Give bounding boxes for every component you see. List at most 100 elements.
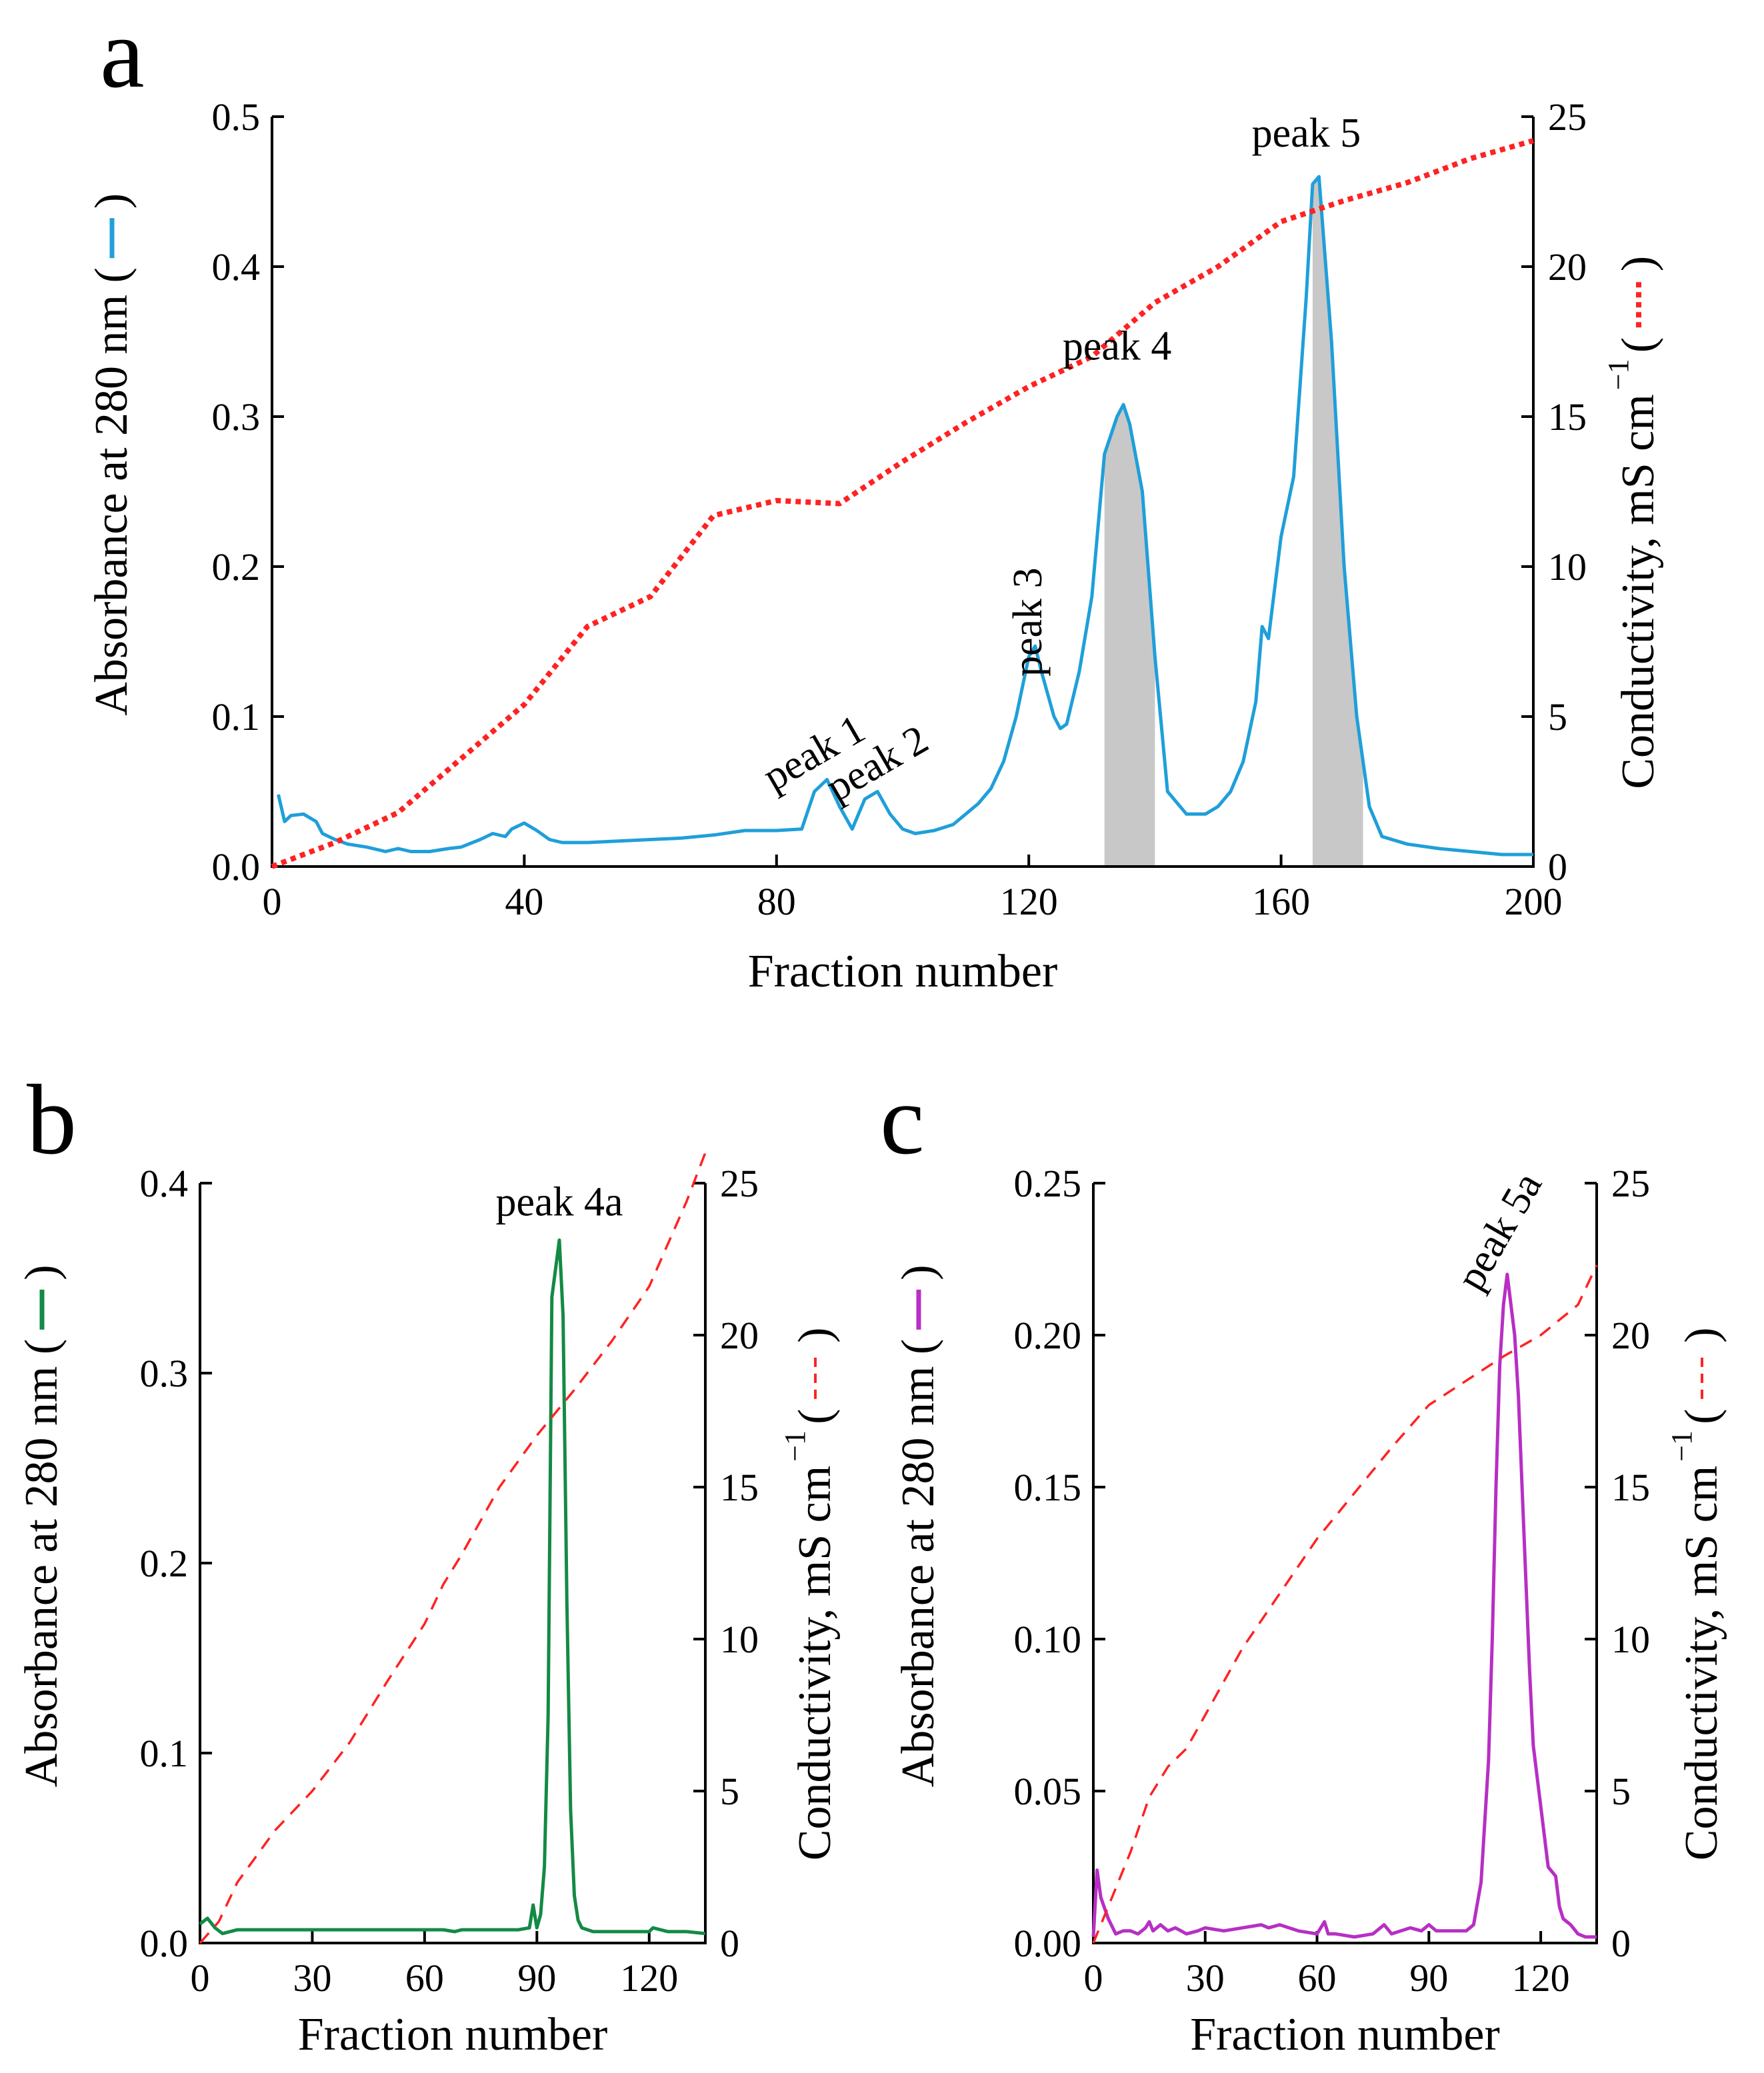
y2-axis-title-superscript: −1 — [779, 1430, 811, 1462]
y2-axis-title-close-paren: ) — [1613, 256, 1664, 271]
y-tick-label: 0.0 — [212, 845, 261, 889]
y2-axis-title-text: Conductivity, mS cm — [1676, 1466, 1727, 1860]
x-tick-label: 0 — [1084, 1956, 1103, 2000]
y-tick-label: 0.00 — [1014, 1922, 1082, 1965]
y2-axis-title-open-paren: ( — [789, 1408, 841, 1424]
axes-frame — [271, 117, 1535, 868]
y2-axis-title-close-paren: ) — [1676, 1327, 1727, 1342]
y-tick-label: 0.2 — [212, 545, 261, 589]
panel-letter-c: c — [880, 1064, 925, 1175]
absorbance-line — [199, 1238, 706, 1936]
y-tick-label: 0.15 — [1014, 1466, 1082, 1509]
y2-tick-label: 0 — [1611, 1922, 1631, 1965]
peak-label: peak 4 — [1063, 324, 1172, 369]
y2-tick-label: 20 — [720, 1314, 759, 1357]
y2-tick-label: 25 — [1548, 95, 1587, 139]
x-tick-label: 90 — [517, 1956, 556, 2000]
y2-tick-label: 10 — [720, 1618, 759, 1661]
panel-c: c 0 30 60 90 120 0.00 0.05 0.10 0.15 0.20 0.25 0 5 10… — [880, 1064, 1727, 2060]
absorbance-line — [277, 175, 1533, 857]
peak-label: peak 3 — [1005, 567, 1051, 677]
y-axis-title: Absorbance at 280 nm () — [86, 193, 137, 716]
y2-axis-title: Conductivity, mS cm −1 () — [1602, 256, 1664, 789]
y-tick-label: 0.5 — [212, 95, 261, 139]
y-axis-title: Absorbance at 280 nm () — [893, 1264, 944, 1787]
x-tick-label: 60 — [405, 1956, 444, 2000]
y-tick-label: 0.10 — [1014, 1618, 1082, 1661]
y2-axis-title: Conductivity, mS cm −1 () — [1665, 1327, 1727, 1860]
x-tick-label: 120 — [1512, 1956, 1570, 2000]
y-axis-title-text: Absorbance at 280 nm ( — [893, 1339, 944, 1788]
y2-axis-title-text: Conductivity, mS cm — [1613, 394, 1664, 789]
y-tick-label: 0.20 — [1014, 1314, 1082, 1357]
y-tick-label: 0.3 — [212, 395, 261, 439]
panel-a: a 0 40 80 120 160 200 0.0 0.1 0.2 0.3 0.4 0.5 0 5 10 15… — [86, 0, 1664, 997]
x-tick-label: 80 — [757, 880, 796, 923]
x-tick-label: 90 — [1409, 1956, 1448, 2000]
x-axis-title: Fraction number — [1190, 2009, 1500, 2060]
y-tick-label: 0.0 — [140, 1922, 189, 1965]
y2-tick-label: 15 — [1611, 1466, 1650, 1509]
y-tick-label: 0.1 — [212, 695, 261, 739]
y-axis-title-text: Absorbance at 280 nm ( — [86, 267, 137, 716]
y2-tick-label: 5 — [1548, 695, 1567, 739]
y-tick-label: 0.4 — [140, 1162, 189, 1205]
x-tick-label: 30 — [1186, 1956, 1225, 2000]
x-tick-label: 200 — [1505, 880, 1563, 923]
y2-tick-label: 15 — [1548, 395, 1587, 439]
y2-tick-label: 15 — [720, 1466, 759, 1509]
y-axis-title-close-paren: ) — [86, 193, 137, 209]
peak-label: peak 5a — [1448, 1164, 1551, 1297]
x-tick-label: 120 — [1000, 880, 1058, 923]
x-tick-label: 160 — [1252, 880, 1310, 923]
conductivity-line — [271, 138, 1535, 869]
y2-axis-title-text: Conductivity, mS cm — [789, 1466, 841, 1860]
y2-tick-label: 25 — [1611, 1162, 1650, 1205]
y-tick-label: 0.3 — [140, 1352, 189, 1395]
conductivity-line — [1092, 1264, 1598, 1944]
absorbance-line — [1091, 1272, 1597, 1939]
x-tick-label: 120 — [620, 1956, 678, 2000]
panel-b: b 0 30 60 90 120 0.0 0.1 0.2 0.3 0.4 0 5 10 15 20 25 pea… — [16, 1064, 841, 2060]
x-axis-title: Fraction number — [748, 946, 1058, 997]
y-axis-title-close-paren: ) — [16, 1264, 67, 1280]
y-axis-title: Absorbance at 280 nm () — [16, 1264, 67, 1787]
y-tick-label: 0.2 — [140, 1542, 189, 1585]
y2-tick-label: 20 — [1548, 245, 1587, 289]
x-tick-label: 60 — [1298, 1956, 1337, 2000]
y2-tick-label: 5 — [720, 1770, 739, 1813]
x-tick-label: 0 — [191, 1956, 210, 2000]
conductivity-line — [199, 1152, 707, 1944]
peak-label: peak 4a — [495, 1179, 623, 1224]
x-tick-label: 30 — [293, 1956, 331, 2000]
x-axis-title: Fraction number — [298, 2009, 608, 2060]
y2-axis-title-open-paren: ( — [1613, 337, 1664, 353]
x-tick-label: 0 — [263, 880, 282, 923]
y2-tick-label: 10 — [1548, 545, 1587, 589]
peak-label: peak 5 — [1252, 111, 1361, 156]
y-tick-label: 0.1 — [140, 1732, 189, 1775]
y2-tick-label: 20 — [1611, 1314, 1650, 1357]
y2-tick-label: 25 — [720, 1162, 759, 1205]
y2-axis-title-open-paren: ( — [1676, 1408, 1727, 1424]
panel-letter-a: a — [100, 0, 145, 109]
y-axis-title-text: Absorbance at 280 nm ( — [16, 1339, 67, 1788]
shaded-region-2 — [1312, 177, 1363, 867]
y-tick-label: 0.25 — [1014, 1162, 1082, 1205]
y2-axis-title: Conductivity, mS cm −1 () — [779, 1327, 841, 1860]
y-axis-title-close-paren: ) — [893, 1264, 944, 1280]
y2-tick-label: 10 — [1611, 1618, 1650, 1661]
y2-tick-label: 5 — [1611, 1770, 1631, 1813]
axes-frame — [1092, 1183, 1598, 1944]
shaded-region-1 — [1104, 405, 1155, 867]
x-tick-label: 40 — [505, 880, 543, 923]
y2-tick-label: 0 — [720, 1922, 739, 1965]
y-tick-label: 0.05 — [1014, 1770, 1082, 1813]
y2-tick-label: 0 — [1548, 845, 1567, 889]
y2-axis-title-superscript: −1 — [1665, 1430, 1698, 1462]
panel-letter-b: b — [27, 1064, 77, 1175]
y2-axis-title-superscript: −1 — [1602, 359, 1635, 390]
y-tick-label: 0.4 — [212, 245, 261, 289]
y2-axis-title-close-paren: ) — [789, 1327, 841, 1342]
